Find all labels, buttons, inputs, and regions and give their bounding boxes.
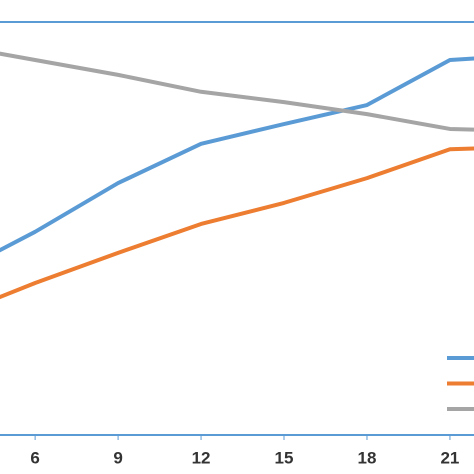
- series-line: [0, 56, 474, 253]
- x-tick-label: 18: [358, 448, 377, 467]
- plot-area: [0, 51, 474, 300]
- x-tick-label: 6: [30, 448, 39, 467]
- x-tick-label: 9: [113, 448, 122, 467]
- x-tick-label: 12: [192, 448, 211, 467]
- series-line: [0, 51, 474, 132]
- x-tick-label: 15: [275, 448, 294, 467]
- series-line: [0, 146, 474, 300]
- x-tick-label: 21: [440, 448, 459, 467]
